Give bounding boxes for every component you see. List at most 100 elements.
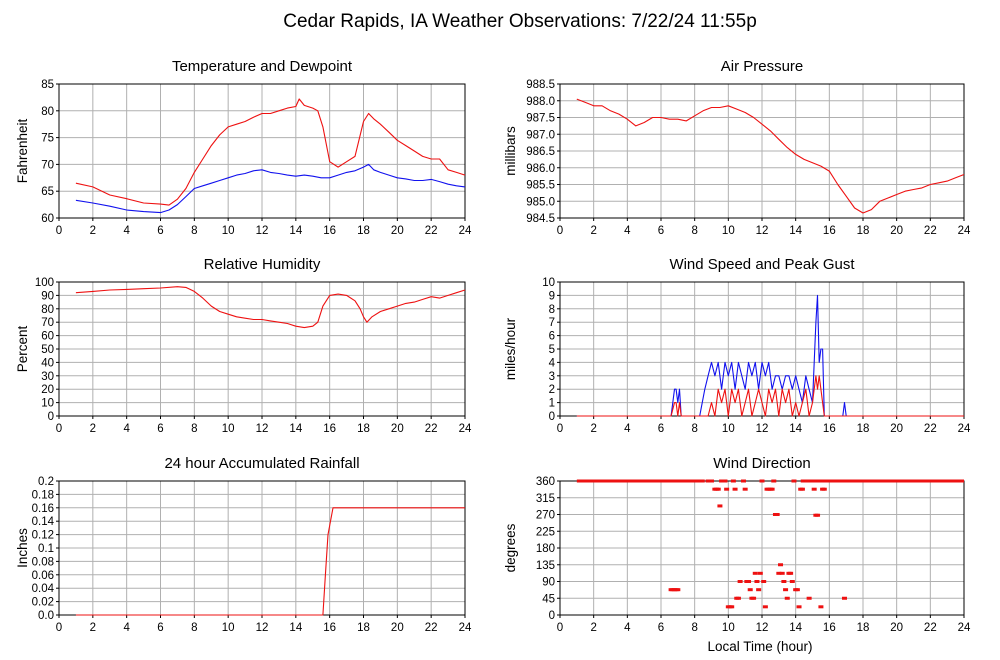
chart2-ytick-label: 988.5: [526, 79, 555, 91]
chart6-direction-point: [823, 479, 829, 483]
chart2-xtick-label: 16: [823, 225, 836, 237]
chart6-direction-point: [747, 588, 753, 592]
chart1-ytick-label: 70: [41, 159, 54, 171]
chart2-xtick-label: 24: [958, 225, 971, 237]
chart5-xtick-label: 2: [90, 622, 96, 634]
page-title: Cedar Rapids, IA Weather Observations: 7…: [283, 11, 757, 32]
chart6-direction-point: [783, 588, 789, 592]
chart5-ytick-label: 0.02: [32, 597, 54, 609]
chart4-ytick-label: 6: [549, 331, 555, 343]
chart1-xtick-label: 0: [56, 225, 62, 237]
chart3-title: Relative Humidity: [204, 256, 321, 273]
chart6-xtick-label: 18: [857, 622, 870, 634]
chart5-xtick-label: 8: [191, 622, 197, 634]
chart4-xtick-label: 16: [823, 423, 836, 435]
chart5-xtick-label: 12: [256, 622, 269, 634]
chart5-xtick-label: 6: [157, 622, 163, 634]
chart3-ytick-label: 40: [41, 357, 54, 369]
chart3-xtick-label: 18: [357, 423, 370, 435]
chart3-xtick-label: 10: [222, 423, 235, 435]
chart4-ytick-label: 9: [549, 290, 555, 302]
chart4-series-red-line: [576, 375, 964, 417]
chart1-xtick-label: 10: [222, 225, 235, 237]
chart3-ytick-label: 0: [48, 411, 54, 423]
chart6-xtick-label: 20: [890, 622, 903, 634]
chart6-direction-point: [715, 487, 721, 491]
chart4-xtick-label: 24: [958, 423, 971, 435]
chart6-direction-point: [754, 580, 760, 583]
chart6-xtick-label: 24: [958, 622, 971, 634]
chart6-direction-point: [759, 479, 765, 483]
chart2-ytick-label: 985.0: [526, 196, 555, 208]
chart3-xtick-label: 22: [425, 423, 438, 435]
chart4-ytick-label: 2: [549, 384, 555, 396]
chart2-xtick-label: 14: [789, 225, 802, 237]
chart3-xtick-label: 12: [256, 423, 269, 435]
chart4-ytick-label: 3: [549, 371, 555, 383]
chart3-ytick-label: 30: [41, 371, 54, 383]
chart6-direction-point: [722, 479, 728, 483]
chart5-ytick-label: 0.06: [32, 570, 54, 582]
chart6-direction-point: [769, 487, 775, 491]
chart6-direction-point: [751, 596, 757, 600]
chart6-direction-point: [794, 588, 800, 592]
chart5-ytick-label: 0.2: [38, 476, 54, 488]
chart5-ytick-label: 0.18: [32, 489, 54, 501]
chart5-ytick-label: 0.04: [32, 583, 55, 595]
chart6-direction-point: [675, 588, 681, 592]
chart6-direction-point: [756, 588, 762, 592]
chart3-ytick-label: 100: [35, 277, 54, 289]
chart4-ytick-label: 1: [549, 398, 555, 410]
chart3-xtick-label: 14: [289, 423, 302, 435]
chart6-direction-point: [719, 479, 725, 483]
chart6-direction-point: [735, 596, 741, 600]
chart3-xtick-label: 2: [90, 423, 96, 435]
chart6-xtick-label: 8: [691, 622, 697, 634]
chart6-direction-point: [811, 487, 817, 491]
chart2-ytick-label: 988.0: [526, 96, 555, 108]
chart4-xtick-label: 8: [691, 423, 697, 435]
chart6-direction-point: [740, 479, 746, 483]
chart3-ytick-label: 50: [41, 344, 54, 356]
chart3-ytick-label: 60: [41, 331, 54, 343]
chart5-xtick-label: 18: [357, 622, 370, 634]
chart6-direction-point: [737, 580, 743, 583]
chart2-xtick-label: 12: [756, 225, 769, 237]
chart6-direction-point: [788, 571, 794, 575]
chart4-ytick-label: 5: [549, 344, 555, 356]
chart5-ytick-label: 0.16: [32, 503, 54, 515]
chart6-xtick-label: 2: [590, 622, 596, 634]
chart2-xtick-label: 10: [722, 225, 735, 237]
chart2-ytick-label: 986.0: [526, 163, 555, 175]
chart4-xtick-label: 12: [756, 423, 769, 435]
chart4-xtick-label: 2: [590, 423, 596, 435]
chart6-ytick-label: 180: [536, 543, 555, 555]
chart6-direction-point: [816, 479, 822, 483]
chart5-xtick-label: 16: [323, 622, 336, 634]
chart6-direction-point: [752, 571, 758, 575]
chart5-ylabel: Inches: [15, 528, 30, 568]
chart1-xtick-label: 8: [191, 225, 197, 237]
chart2-xtick-label: 4: [624, 225, 631, 237]
chart2-xtick-label: 18: [857, 225, 870, 237]
chart2-series-red-line: [576, 98, 965, 214]
chart2-ytick-label: 984.5: [526, 213, 555, 225]
chart2-xtick-label: 2: [590, 225, 596, 237]
chart6-direction-point: [791, 479, 797, 483]
chart1-ytick-label: 80: [41, 106, 54, 118]
chart5-xtick-label: 4: [123, 622, 130, 634]
chart4-xtick-label: 14: [789, 423, 802, 435]
chart3-ytick-label: 80: [41, 304, 54, 316]
chart1-xtick-label: 4: [123, 225, 130, 237]
chart6-xtick-label: 10: [722, 622, 735, 634]
chart3-xtick-label: 20: [391, 423, 404, 435]
chart1-ytick-label: 60: [41, 213, 54, 225]
chart1-series-blue-line: [75, 163, 466, 214]
chart3-ytick-label: 90: [41, 290, 54, 302]
chart6-direction-point: [796, 605, 802, 609]
chart3-xtick-label: 0: [56, 423, 62, 435]
chart4-xtick-label: 18: [857, 423, 870, 435]
chart2-ytick-label: 987.0: [526, 129, 555, 141]
chart6-xtick-label: 22: [924, 622, 937, 634]
